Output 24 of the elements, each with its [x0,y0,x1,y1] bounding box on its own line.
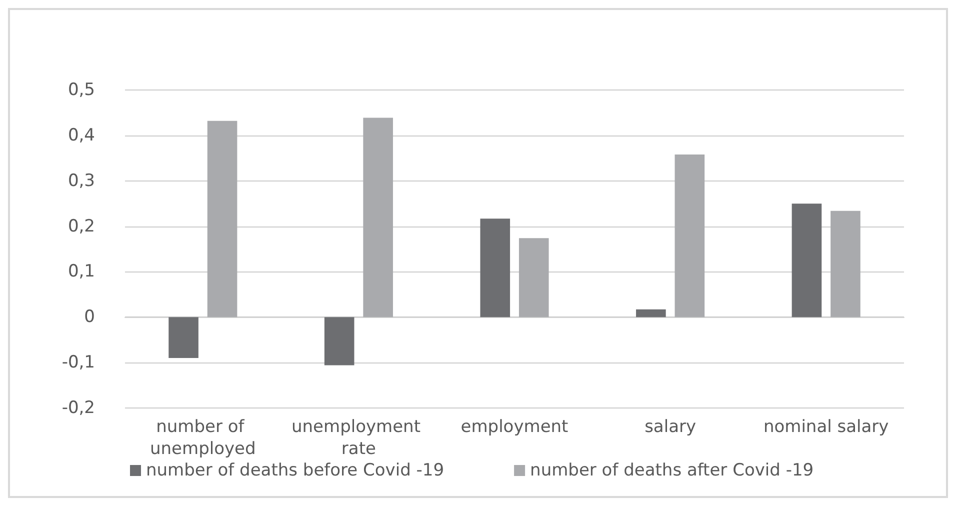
y-tick-label: 0,3 [68,170,95,191]
bar [324,317,354,366]
legend-label: number of deaths before Covid -19 [146,460,444,480]
bar [363,118,393,318]
y-tick-label: 0,2 [68,216,95,236]
bar [168,317,198,358]
x-tick-label: salary [644,417,696,437]
x-tick-label: employment [460,417,569,437]
bar [480,218,510,318]
x-tick-label: nominal salary [763,417,889,437]
x-tick-label: unemployment rate [291,417,426,459]
y-tick-label: 0,4 [68,125,95,146]
bar [207,120,238,318]
bar [674,154,705,318]
legend-label: number of deaths after Covid -19 [530,460,814,480]
bar [518,238,549,318]
y-tick-label: -0,2 [62,398,95,418]
y-tick-label: 0,5 [68,80,95,100]
bar [830,210,860,318]
y-tick-label: 0 [84,307,95,328]
y-tick-label: 0,1 [68,262,95,282]
y-tick-label: -0,1 [62,352,95,373]
bar [792,204,822,318]
bar [636,309,666,318]
